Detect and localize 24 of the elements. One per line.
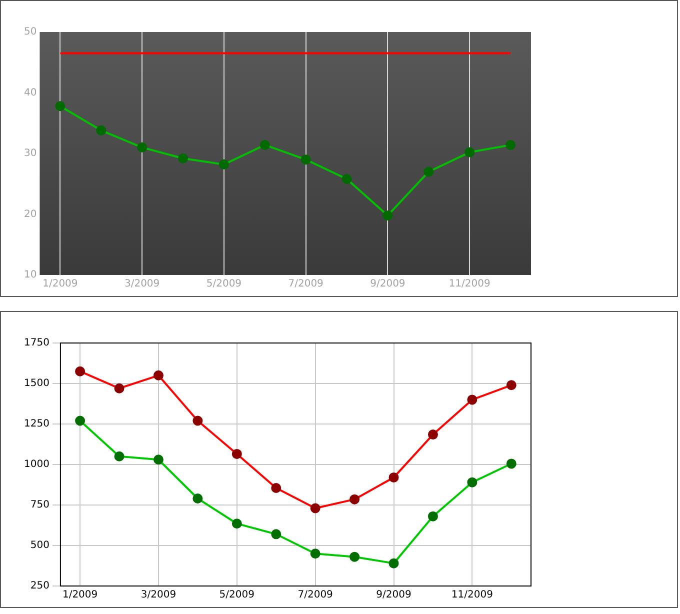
y-tick-label: 20 xyxy=(24,208,37,220)
y-tick-label: 50 xyxy=(24,26,37,38)
y-tick-label: 10 xyxy=(24,270,37,281)
x-tick-label: 7/2009 xyxy=(288,278,324,290)
y-tick-label: 1750 xyxy=(24,338,50,349)
x-tick-label: 7/2009 xyxy=(298,590,333,601)
x-tick-label: 5/2009 xyxy=(219,590,254,601)
x-tick-label: 11/2009 xyxy=(448,278,490,290)
y-tick-label: 40 xyxy=(24,87,37,98)
x-tick-label: 1/2009 xyxy=(42,278,78,290)
y-tick-label: 30 xyxy=(24,148,37,160)
y-tick-label: 750 xyxy=(30,500,50,511)
y-tick-label: 1500 xyxy=(24,378,50,390)
x-tick-label: 1/2009 xyxy=(62,590,98,601)
x-tick-label: 9/2009 xyxy=(376,590,412,601)
y-tick-label: 1250 xyxy=(24,418,50,430)
y-tick-label: 1000 xyxy=(24,459,50,470)
x-tick-label: 3/2009 xyxy=(124,278,160,290)
y-tick-label: 250 xyxy=(30,580,50,592)
x-tick-label: 3/2009 xyxy=(140,590,176,601)
y-tick-label: 500 xyxy=(30,540,50,552)
x-tick-label: 5/2009 xyxy=(206,278,242,290)
x-tick-label: 11/2009 xyxy=(451,590,493,601)
x-tick-label: 9/2009 xyxy=(370,278,406,290)
